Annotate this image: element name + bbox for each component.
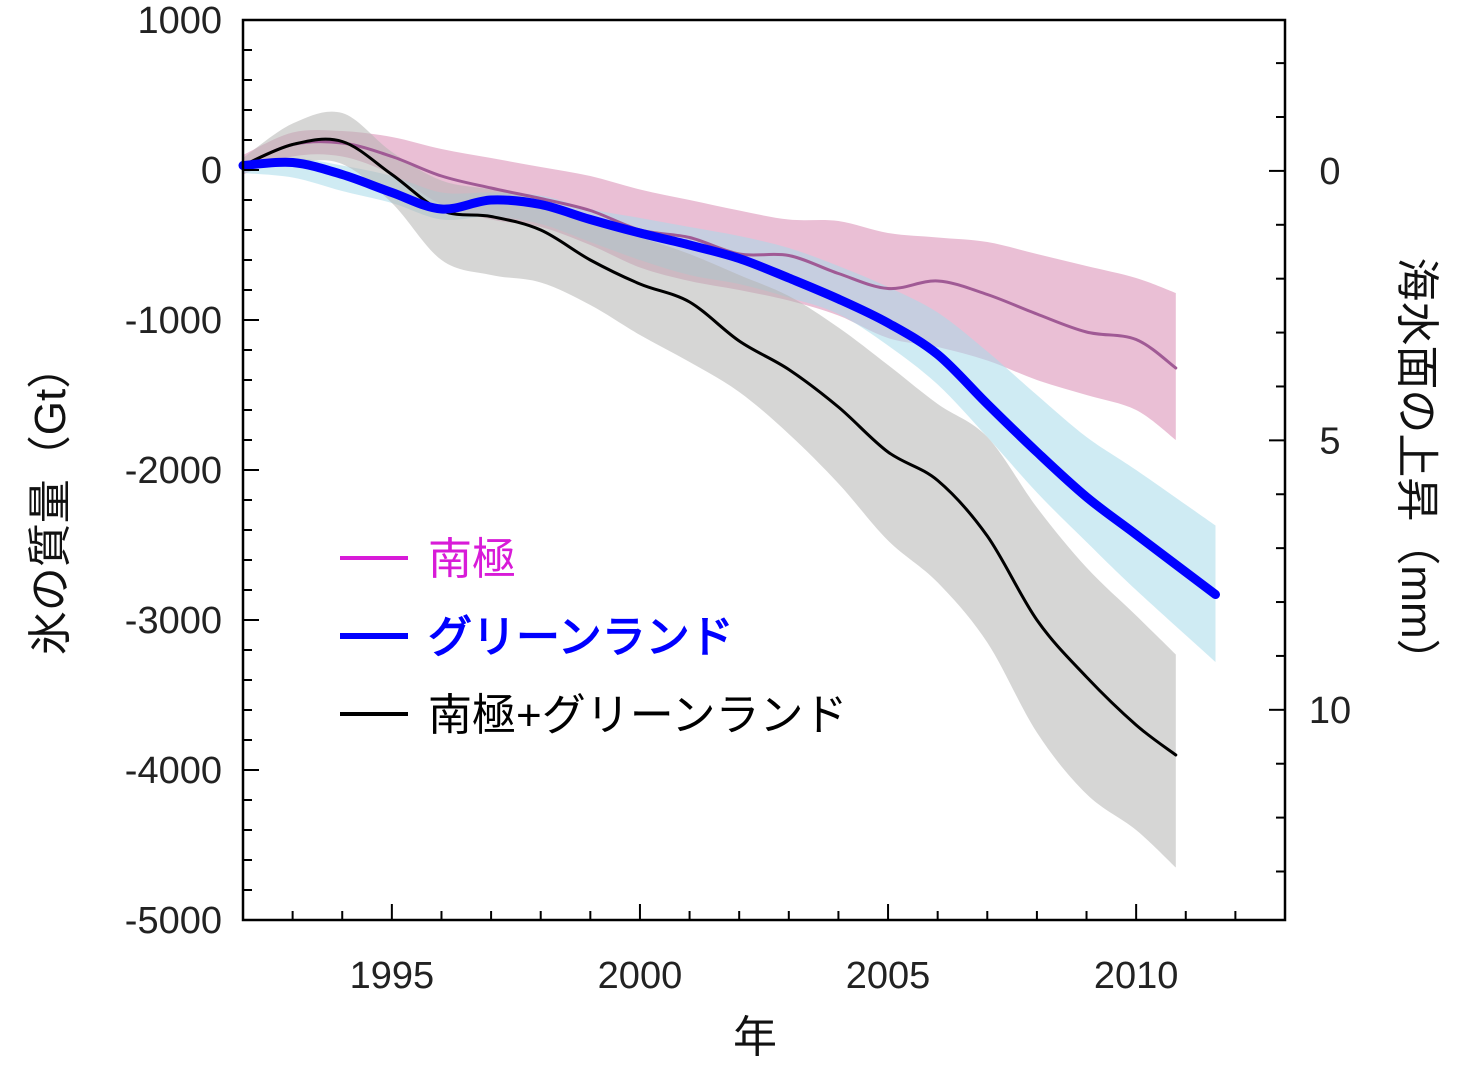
x-tick-label: 2005 [846,955,931,997]
line-greenland [238,157,1220,599]
tick-labels: 1995 2000 2005 2010 1000 0 -1000 -2000 -3000 -400… [125,0,1351,997]
x-tick-label: 2000 [598,955,683,997]
y-axis-title-left: 氷の質量（Gt） [26,345,75,655]
x-tick-label: 2010 [1094,955,1179,997]
y-tick-label-right: 0 [1319,151,1340,193]
y-tick-label-right: 5 [1319,420,1340,462]
y-tick-label-left: -4000 [125,750,222,792]
legend-label-combined: 南極+グリーンランド [428,691,848,740]
y-tick-label-left: -3000 [125,600,222,642]
y-tick-label-left: -1000 [125,300,222,342]
y-tick-label-right: 10 [1309,690,1351,732]
y-tick-label-left: -2000 [125,450,222,492]
axis-ticks [242,19,1286,921]
confidence-bands [243,111,1216,868]
y-tick-label-left: 0 [201,150,222,192]
line-combined [241,137,1178,757]
legend-label-greenland: グリーンランド [428,613,734,662]
x-axis-title: 年 [733,1013,777,1062]
y-tick-label-left: -5000 [125,900,222,942]
y-axis-title-right: 海水面の上昇（mm） [1392,257,1441,682]
series-lines [238,137,1220,757]
x-tick-label: 1995 [350,955,435,997]
line-antarctica [241,140,1178,370]
y-tick-label-left: 1000 [137,0,222,42]
legend-label-antarctica: 南極 [428,535,516,584]
band-combined [243,111,1176,868]
